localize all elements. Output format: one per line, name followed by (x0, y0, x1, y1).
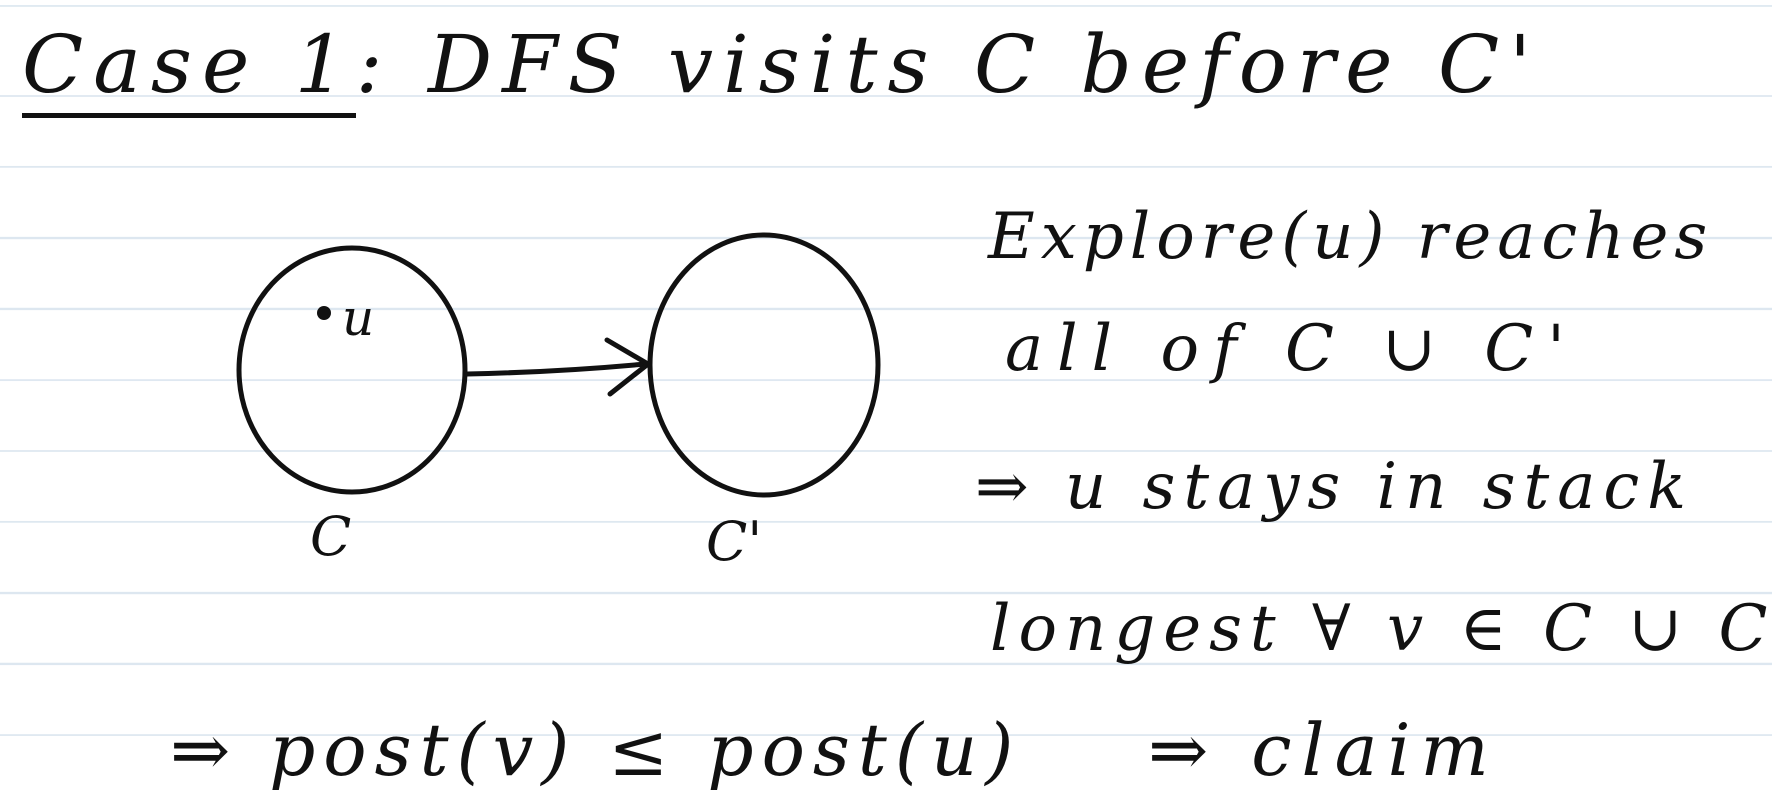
conclusion-claim: ⇒ claim (1148, 708, 1499, 792)
component-c-prime-circle (647, 232, 881, 498)
case-description: : DFS visits C before C' (355, 18, 1542, 111)
edge-c-to-c-prime (464, 361, 648, 377)
note-line-3: ⇒ u stays in stack (975, 450, 1694, 524)
case-heading: Case 1: DFS visits C before C' (22, 18, 1542, 118)
component-c-prime-label: C' (706, 510, 762, 573)
vertex-u-dot (317, 306, 331, 320)
conclusion-post-order: ⇒ post(v) ≤ post(u) (170, 708, 1022, 792)
component-c-label: C (310, 505, 351, 568)
vertex-u-label: u (342, 289, 374, 347)
note-line-2: all of C ∪ C' (1005, 312, 1579, 386)
note-line-1: Explore(u) reaches (988, 200, 1714, 274)
note-line-4: longest ∀ v ∈ C ∪ C' (990, 592, 1772, 666)
component-c-circle (236, 245, 468, 495)
case-label: Case 1 (22, 18, 356, 118)
